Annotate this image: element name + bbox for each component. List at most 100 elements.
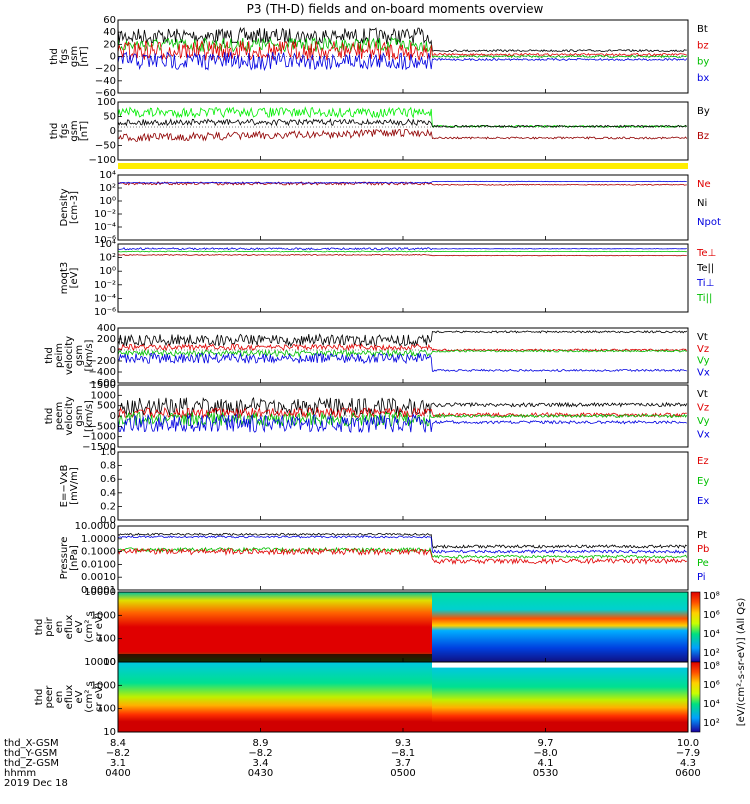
legend-vt: Vt (697, 332, 708, 343)
panel-p3: 10⁴ 10² 10⁰ 10⁻² 10⁻⁴ 10⁻⁶ Density [cm-3] Ne Ni Np… (59, 170, 721, 246)
colorbar-upper (690, 591, 701, 663)
orbit-value: −8.0 (533, 748, 557, 759)
colorbar-tick-label: 10⁶ (703, 680, 720, 691)
y-axis-label: [nT] (79, 46, 90, 66)
y-tick-label: 0 (110, 126, 116, 137)
panel-frame (117, 525, 689, 591)
orbit-value: −7.9 (676, 748, 700, 759)
y-tick-label: 0 (110, 345, 116, 356)
legend-vz: Vz (697, 344, 709, 355)
orbit-row-label: thd_X-GSM (4, 738, 59, 749)
y-tick-label: 0.2 (100, 501, 116, 512)
legend-ex: Ex (697, 496, 709, 507)
y-axis-label: eflux (64, 615, 75, 640)
y-axis-label: eV (74, 620, 85, 633)
legend-npot: Npot (697, 217, 721, 228)
legend-pi: Pi (697, 572, 706, 583)
y-axis-label: peim (54, 343, 65, 368)
y-tick-label: 10⁻⁶ (94, 307, 116, 318)
ti-trace (117, 247, 687, 251)
electron-spectrogram-late (432, 667, 688, 732)
orbit-value: −8.2 (106, 748, 130, 759)
y-tick-label: 10.0000 (75, 521, 116, 532)
bz-trace (117, 39, 687, 61)
y-tick-label: 10⁰ (99, 196, 116, 207)
y-axis-label: peem (54, 402, 65, 430)
y-tick-label: 20 (103, 39, 116, 50)
y-axis-label: [eV] (69, 268, 80, 289)
y-tick-label: 10⁻² (94, 280, 116, 291)
orbit-value: −8.1 (391, 748, 415, 759)
y-axis-label: thd (44, 408, 55, 425)
panel-p8: 10.0000 1.0000 0.10000.0100 0.0010 0.0001 Pre… (59, 521, 709, 596)
legend-bt: Bt (697, 24, 708, 35)
legend-ey: Ey (697, 476, 709, 487)
y-tick-label: 1500 (91, 380, 116, 391)
legend-pe: Pe (697, 558, 709, 569)
panel-frame (117, 243, 689, 313)
y-tick-label: 0.0010 (81, 572, 116, 583)
vt-trace (117, 330, 688, 348)
y-tick-label: 0.0001 (81, 585, 116, 596)
bx-trace (117, 51, 688, 72)
y-tick-label: 60 (103, 15, 116, 26)
y-axis-label: sr eV) (94, 612, 105, 641)
y-axis-label: Pressure (59, 537, 70, 580)
y-tick-label: 500 (97, 401, 116, 412)
y-tick-label: 10² (99, 183, 116, 194)
y-axis-label: [cm-3] (69, 191, 80, 224)
y-tick-label: 0.6 (100, 474, 116, 485)
orbit-value: 4.3 (680, 758, 696, 769)
y-axis-label: gsm (69, 120, 80, 141)
legend-te: Te⊥ (696, 248, 716, 259)
orbit-value: 8.9 (253, 738, 269, 749)
y-tick-label: −20 (95, 64, 116, 75)
y-tick-label: 10⁻⁴ (94, 222, 116, 233)
orbit-value: 3.1 (110, 758, 126, 769)
y-axis-label: en (54, 691, 65, 704)
vx-trace (117, 352, 687, 372)
vx-trace (117, 413, 688, 434)
y-tick-label: 1.0 (100, 447, 116, 458)
panel-p2: 100 50 0 −50 −100 thd fgs gsm [nT] By Bz (49, 97, 710, 169)
legend-vy: Vy (697, 416, 710, 427)
y-axis-label: peir (44, 616, 55, 636)
y-axis-label: sr eV) (94, 682, 105, 711)
y-axis-label: fgs (59, 123, 70, 138)
y-axis-label: fgs (59, 49, 70, 64)
y-tick-label: −60 (95, 88, 116, 99)
by2-trace (117, 118, 688, 129)
panel-p4: 10⁴ 10² 10⁰ 10⁻² 10⁻⁴ 10⁻⁶ moqt3 [eV] Te⊥ Te|| Ti⊥… (59, 239, 716, 318)
y-tick-label: 0.1000 (81, 547, 116, 558)
y-tick-label: 0.0 (100, 515, 116, 526)
y-tick-label: 10000 (84, 657, 116, 668)
y-tick-label: −200 (89, 356, 116, 367)
y-axis-label: [nPa] (69, 545, 80, 571)
y-tick-label: −1000 (82, 432, 116, 443)
y-tick-label: 40 (103, 27, 116, 38)
date-label: 2019 Dec 18 (4, 778, 68, 789)
pi-trace (117, 535, 687, 555)
y-axis-label: gsm (69, 46, 80, 67)
y-axis-label: (cm² s (84, 681, 95, 713)
y-axis-label: thd (49, 48, 60, 65)
by-trace (117, 36, 688, 59)
y-tick-label: 0.0100 (81, 559, 116, 570)
y-axis-label: thd (44, 347, 55, 364)
panel-p10: 10000 1000 100 10 thd peer en eflux eV (cm² s sr e… (34, 657, 689, 738)
y-tick-label: −40 (95, 76, 116, 87)
ion-spectrogram-early (118, 592, 432, 662)
legend-bz: bz (697, 40, 709, 51)
y-axis-label: [km/s] (84, 400, 95, 432)
y-tick-label: 1000 (91, 610, 116, 621)
y-axis-label: Density (59, 188, 70, 226)
orbit-row-label: thd_Y-GSM (4, 748, 57, 759)
y-axis-label: [nT] (79, 121, 90, 141)
y-axis-label: E=−VxB (59, 465, 70, 508)
legend-ni: Ni (697, 198, 707, 209)
colorbar-tick-label: 10² (703, 648, 720, 659)
